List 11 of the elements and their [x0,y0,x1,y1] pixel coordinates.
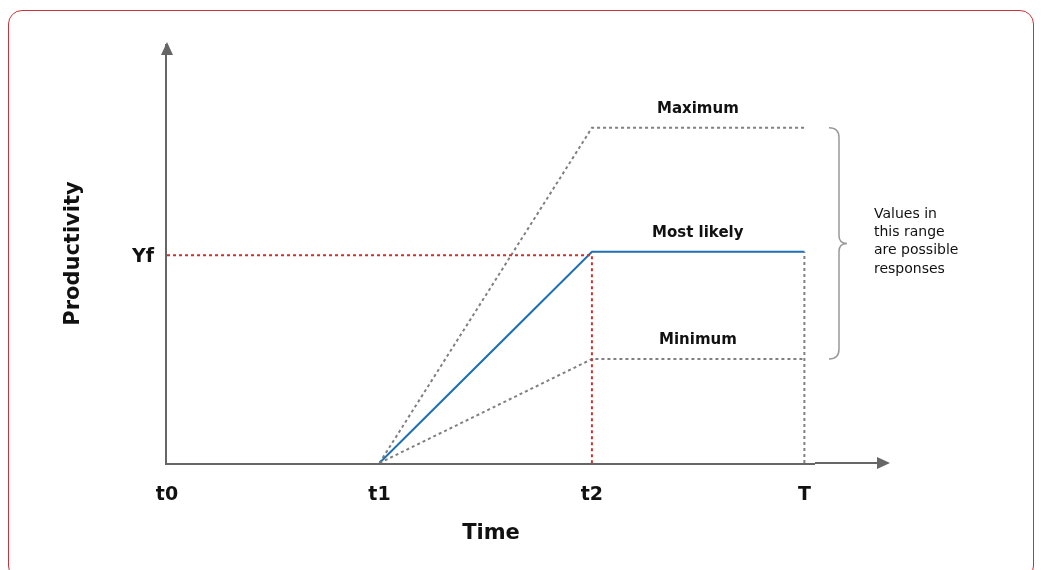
x-tick-label: t1 [368,481,391,504]
text: Values in this range are possible responses [874,205,959,276]
x-axis-title: Time [462,520,520,545]
series-label: Minimum [659,330,737,348]
x-tick-label: t0 [155,481,179,504]
series-label: Maximum [657,99,739,117]
x-tick-label: t2 [580,481,604,504]
x-tick-label: T [797,481,811,504]
annotation: Yf [131,244,155,266]
y-axis-title: Productivity [59,180,84,326]
series-label: Most likely [652,223,744,241]
